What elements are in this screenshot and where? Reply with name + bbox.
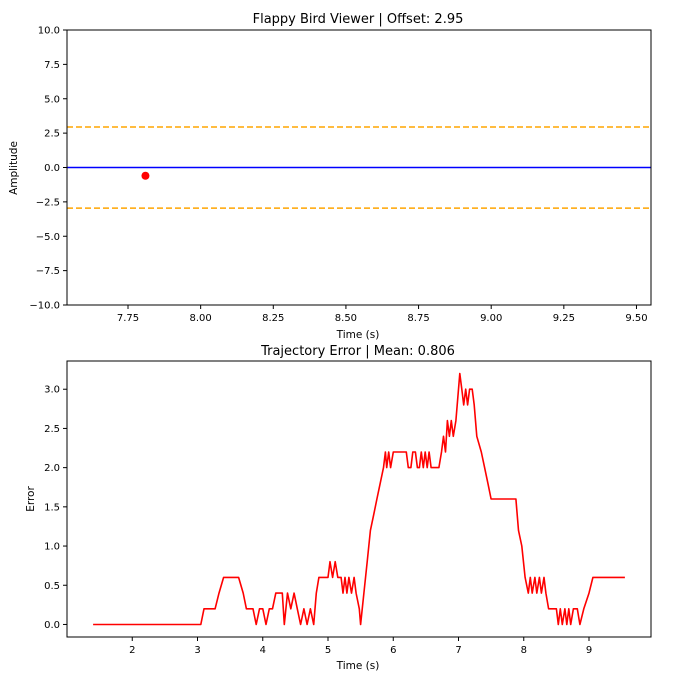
flappy-bird-viewer-chart: Flappy Bird Viewer | Offset: 2.95 Time (… xyxy=(8,12,652,341)
x-tick-label: 3 xyxy=(194,645,200,656)
bird-point xyxy=(141,171,150,180)
y-tick-label: −10.0 xyxy=(29,301,60,312)
y-tick-label: 2.5 xyxy=(44,424,60,435)
y-tick-label: 10.0 xyxy=(38,26,60,37)
x-tick-label: 9 xyxy=(586,645,592,656)
chart-title: Flappy Bird Viewer | Offset: 2.95 xyxy=(253,12,464,27)
x-tick-label: 6 xyxy=(390,645,396,656)
y-axis-label: Error xyxy=(25,486,37,512)
x-tick-label: 5 xyxy=(325,645,331,656)
y-tick-label: 0.0 xyxy=(44,620,60,631)
chart-title: Trajectory Error | Mean: 0.806 xyxy=(260,344,455,359)
y-tick-label: 2.0 xyxy=(44,463,60,474)
y-tick-label: −5.0 xyxy=(36,232,60,243)
y-tick-label: −7.5 xyxy=(36,266,60,277)
x-tick-label: 8.25 xyxy=(262,313,284,324)
plot-frame xyxy=(66,360,652,638)
y-tick-label: 0.0 xyxy=(44,163,60,174)
y-tick-label: −2.5 xyxy=(36,197,60,208)
y-tick-label: 0.5 xyxy=(44,581,60,592)
x-tick-label: 8 xyxy=(521,645,527,656)
x-tick-label: 2 xyxy=(129,645,135,656)
y-tick-label: 1.0 xyxy=(44,542,60,553)
y-axis-label: Amplitude xyxy=(8,141,20,195)
x-tick-label: 4 xyxy=(260,645,266,656)
y-tick-label: 5.0 xyxy=(44,94,60,105)
x-axis-label: Time (s) xyxy=(336,660,380,672)
x-tick-label: 7.75 xyxy=(117,313,139,324)
x-tick-label: 8.75 xyxy=(407,313,429,324)
y-tick-label: 2.5 xyxy=(44,129,60,140)
x-axis-label: Time (s) xyxy=(336,329,380,341)
x-tick-label: 9.25 xyxy=(553,313,575,324)
x-tick-label: 8.00 xyxy=(190,313,212,324)
y-tick-label: 3.0 xyxy=(44,385,60,396)
y-tick-label: 7.5 xyxy=(44,60,60,71)
x-tick-label: 9.50 xyxy=(625,313,647,324)
x-tick-label: 7 xyxy=(455,645,461,656)
error-series-line xyxy=(93,372,625,626)
x-tick-label: 8.50 xyxy=(335,313,357,324)
y-tick-label: 1.5 xyxy=(44,502,60,513)
x-tick-label: 9.00 xyxy=(480,313,502,324)
trajectory-error-chart: Trajectory Error | Mean: 0.806 Time (s) … xyxy=(25,344,652,672)
